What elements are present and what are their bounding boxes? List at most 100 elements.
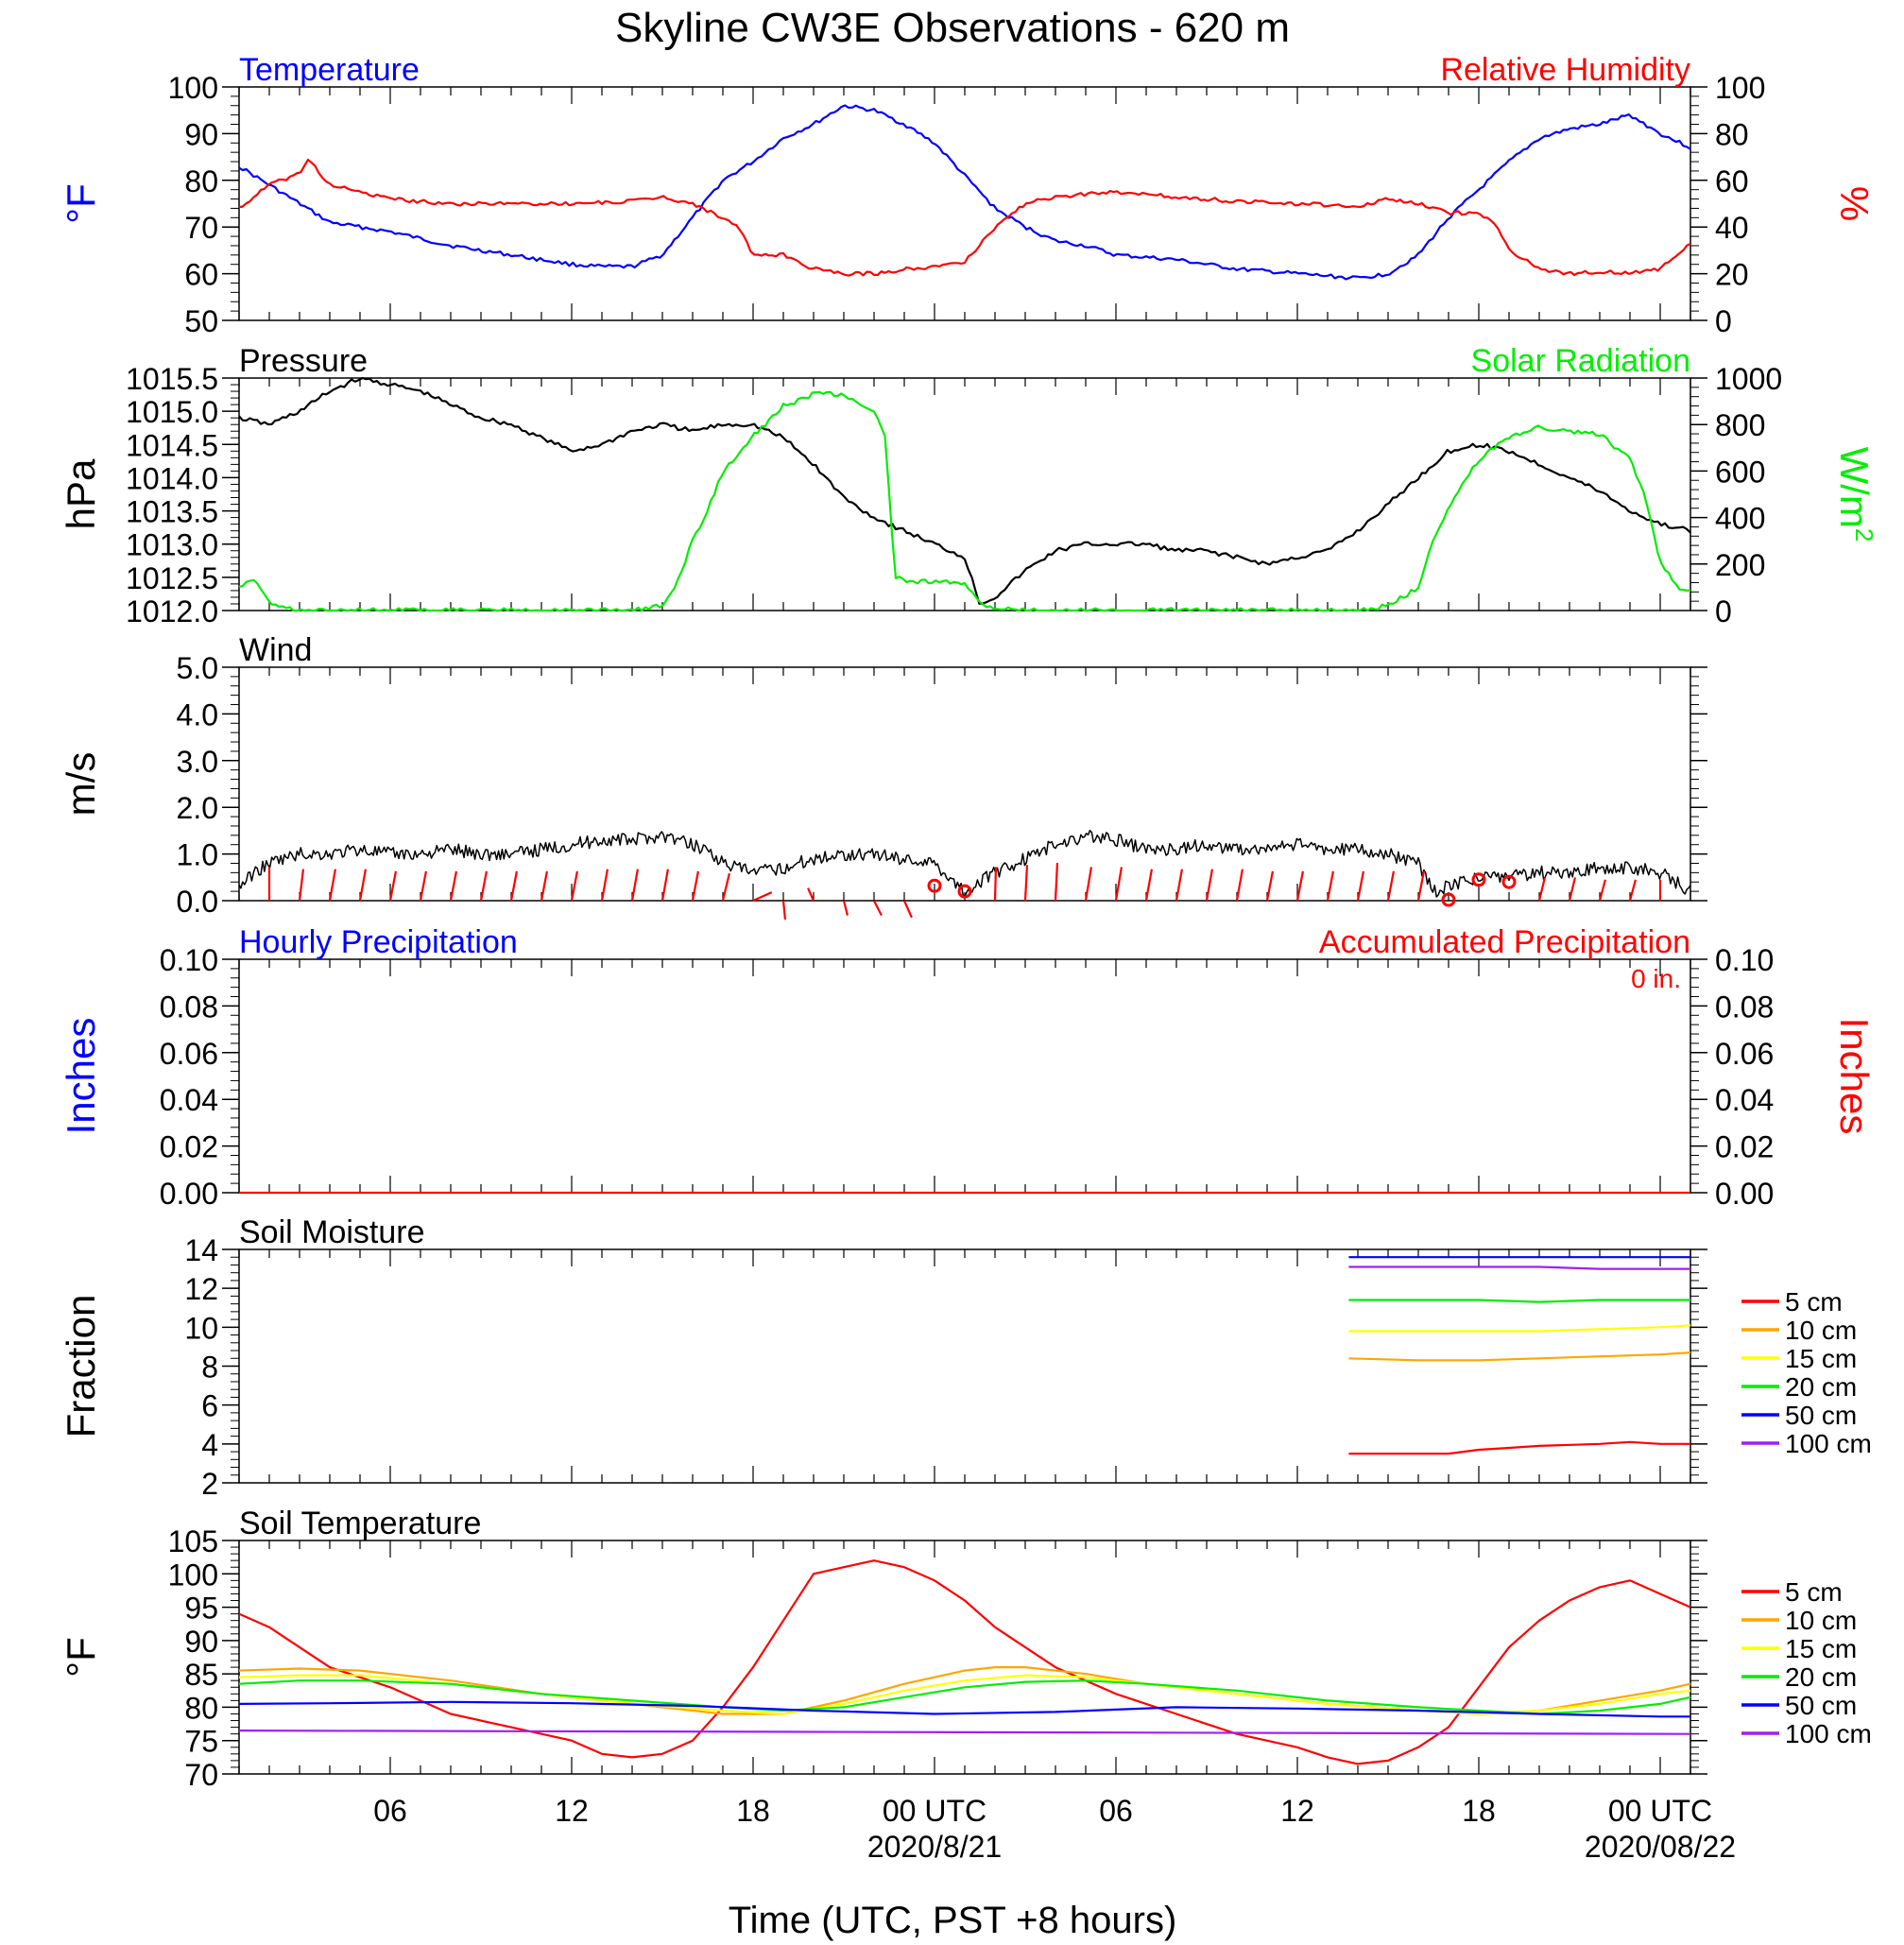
y-tick-label-left: 0.00 bbox=[160, 1177, 218, 1211]
y-tick-label-left: 105 bbox=[168, 1524, 218, 1558]
y-tick-label-left: 1014.0 bbox=[126, 461, 218, 495]
wind-barb bbox=[1628, 879, 1637, 902]
y-tick-label-left: 2.0 bbox=[177, 791, 218, 825]
panel-title-left: Soil Temperature bbox=[239, 1506, 481, 1541]
x-tick-label: 12 bbox=[1280, 1794, 1314, 1828]
wind-barb bbox=[540, 870, 549, 902]
series-line-red bbox=[238, 158, 1691, 277]
wind-barb bbox=[600, 869, 609, 902]
panel-title-left: Wind bbox=[239, 632, 312, 668]
legend-label: 20 cm bbox=[1785, 1372, 1857, 1402]
series-line-5-cm bbox=[1348, 1440, 1690, 1455]
y-tick-label-left: 1013.0 bbox=[126, 528, 218, 562]
panel-title-left: Temperature bbox=[239, 52, 420, 88]
y-tick-label-left: 3.0 bbox=[177, 745, 218, 779]
y-tick-label-left: 1013.5 bbox=[126, 495, 218, 529]
wind-barb bbox=[1114, 867, 1124, 902]
x-date-label: 2020/08/22 bbox=[1585, 1830, 1736, 1864]
y-tick-label-right: 0 bbox=[1715, 304, 1732, 338]
y-tick-label-left: 60 bbox=[184, 258, 218, 292]
y-axis-label-left: Inches bbox=[59, 1018, 103, 1135]
wind-barb bbox=[419, 870, 428, 902]
x-tick-label: 00 UTC bbox=[883, 1794, 986, 1828]
calm-wind-circle bbox=[1501, 874, 1517, 889]
panel-temp_rh: 50 60 70 80 90 100 0 20 40 60 80 100 Temperature Rela… bbox=[59, 52, 1877, 338]
y-tick-label-right: 60 bbox=[1715, 164, 1749, 198]
y-tick-label-left: 1.0 bbox=[177, 838, 218, 872]
wind-barb bbox=[449, 870, 458, 902]
x-date-label: 2020/8/21 bbox=[867, 1830, 1002, 1864]
y-axis-label-left: °F bbox=[59, 1637, 103, 1677]
y-tick-label-right: 0.00 bbox=[1715, 1177, 1774, 1211]
x-tick-label: 18 bbox=[736, 1794, 770, 1828]
y-tick-label-right: 0.10 bbox=[1715, 943, 1774, 977]
wind-barb bbox=[1568, 877, 1576, 902]
y-tick-label-left: 0.08 bbox=[160, 990, 218, 1024]
panel-pressure_solar: 1012.01012.51013.01013.51014.01014.51015… bbox=[59, 343, 1878, 628]
wind-barb bbox=[781, 900, 787, 921]
y-tick-label-right: 0 bbox=[1715, 594, 1732, 628]
series-line-green bbox=[238, 390, 1691, 612]
panel-title-right: Solar Radiation bbox=[1471, 343, 1690, 379]
y-tick-label-left: 0.04 bbox=[160, 1083, 218, 1117]
wind-barb bbox=[388, 870, 398, 902]
calm-wind-circle bbox=[927, 878, 942, 893]
wind-barb bbox=[1023, 865, 1029, 902]
legend-label: 20 cm bbox=[1785, 1662, 1857, 1692]
y-tick-label-left: 1014.5 bbox=[126, 428, 218, 462]
y-tick-label-left: 100 bbox=[168, 71, 218, 105]
y-tick-label-left: 0.10 bbox=[160, 943, 218, 977]
y-axis-label-left: m/s bbox=[59, 752, 103, 817]
y-axis-label-right: W/m2 bbox=[1832, 447, 1878, 542]
wind-barb bbox=[1326, 870, 1335, 902]
y-tick-label-left: 0.06 bbox=[160, 1037, 218, 1071]
wind-barb bbox=[1084, 867, 1093, 902]
wind-barb bbox=[1416, 870, 1426, 902]
wind-barb bbox=[1356, 870, 1365, 902]
legend-label: 10 cm bbox=[1785, 1606, 1857, 1635]
wind-barb bbox=[1386, 870, 1396, 902]
y-tick-label-right: 400 bbox=[1715, 502, 1765, 536]
wind-barb bbox=[358, 869, 368, 902]
y-tick-label-left: 10 bbox=[184, 1311, 218, 1345]
series-line-blue bbox=[238, 104, 1691, 281]
wind-barb bbox=[993, 867, 998, 902]
wind-barb bbox=[660, 869, 670, 902]
series-line-10-cm bbox=[1348, 1351, 1691, 1362]
y-tick-label-left: 12 bbox=[184, 1272, 218, 1306]
wind-barb bbox=[1054, 862, 1059, 902]
series-line-100-cm bbox=[238, 1730, 1691, 1735]
y-tick-label-right: 1000 bbox=[1715, 362, 1782, 396]
wind-barb bbox=[298, 869, 305, 902]
y-tick-label-right: 800 bbox=[1715, 408, 1765, 442]
wind-barb bbox=[1265, 870, 1275, 902]
y-tick-label-left: 6 bbox=[201, 1389, 218, 1423]
panel-title-left: Soil Moisture bbox=[239, 1214, 425, 1250]
y-axis-label-right: Inches bbox=[1832, 1018, 1877, 1135]
wind-barb bbox=[1144, 869, 1154, 902]
wind-barb bbox=[630, 869, 640, 902]
y-tick-label-left: 1012.5 bbox=[126, 561, 218, 595]
wind-barb bbox=[479, 870, 489, 902]
y-tick-label-right: 0.06 bbox=[1715, 1037, 1774, 1071]
wind-barb bbox=[1175, 869, 1184, 902]
y-tick-label-left: 50 bbox=[184, 304, 218, 338]
calm-wind-circle bbox=[1471, 872, 1486, 887]
y-axis-label-left: Fraction bbox=[59, 1295, 103, 1438]
y-tick-label-left: 90 bbox=[184, 1625, 218, 1659]
series-line-50-cm bbox=[238, 1700, 1690, 1718]
legend-label: 15 cm bbox=[1785, 1634, 1857, 1663]
y-tick-label-left: 2 bbox=[201, 1467, 218, 1501]
y-axis-label-right: % bbox=[1832, 186, 1877, 221]
x-tick-label: 06 bbox=[1099, 1794, 1133, 1828]
panel-title-right: Accumulated Precipitation bbox=[1319, 924, 1690, 960]
wind-barb bbox=[1205, 869, 1214, 902]
wind-barb bbox=[691, 870, 700, 902]
wind-barb bbox=[873, 900, 883, 917]
y-tick-label-left: 100 bbox=[168, 1558, 218, 1592]
y-tick-label-left: 4.0 bbox=[177, 697, 218, 732]
legend-label: 15 cm bbox=[1785, 1344, 1857, 1373]
legend-label: 10 cm bbox=[1785, 1316, 1857, 1345]
